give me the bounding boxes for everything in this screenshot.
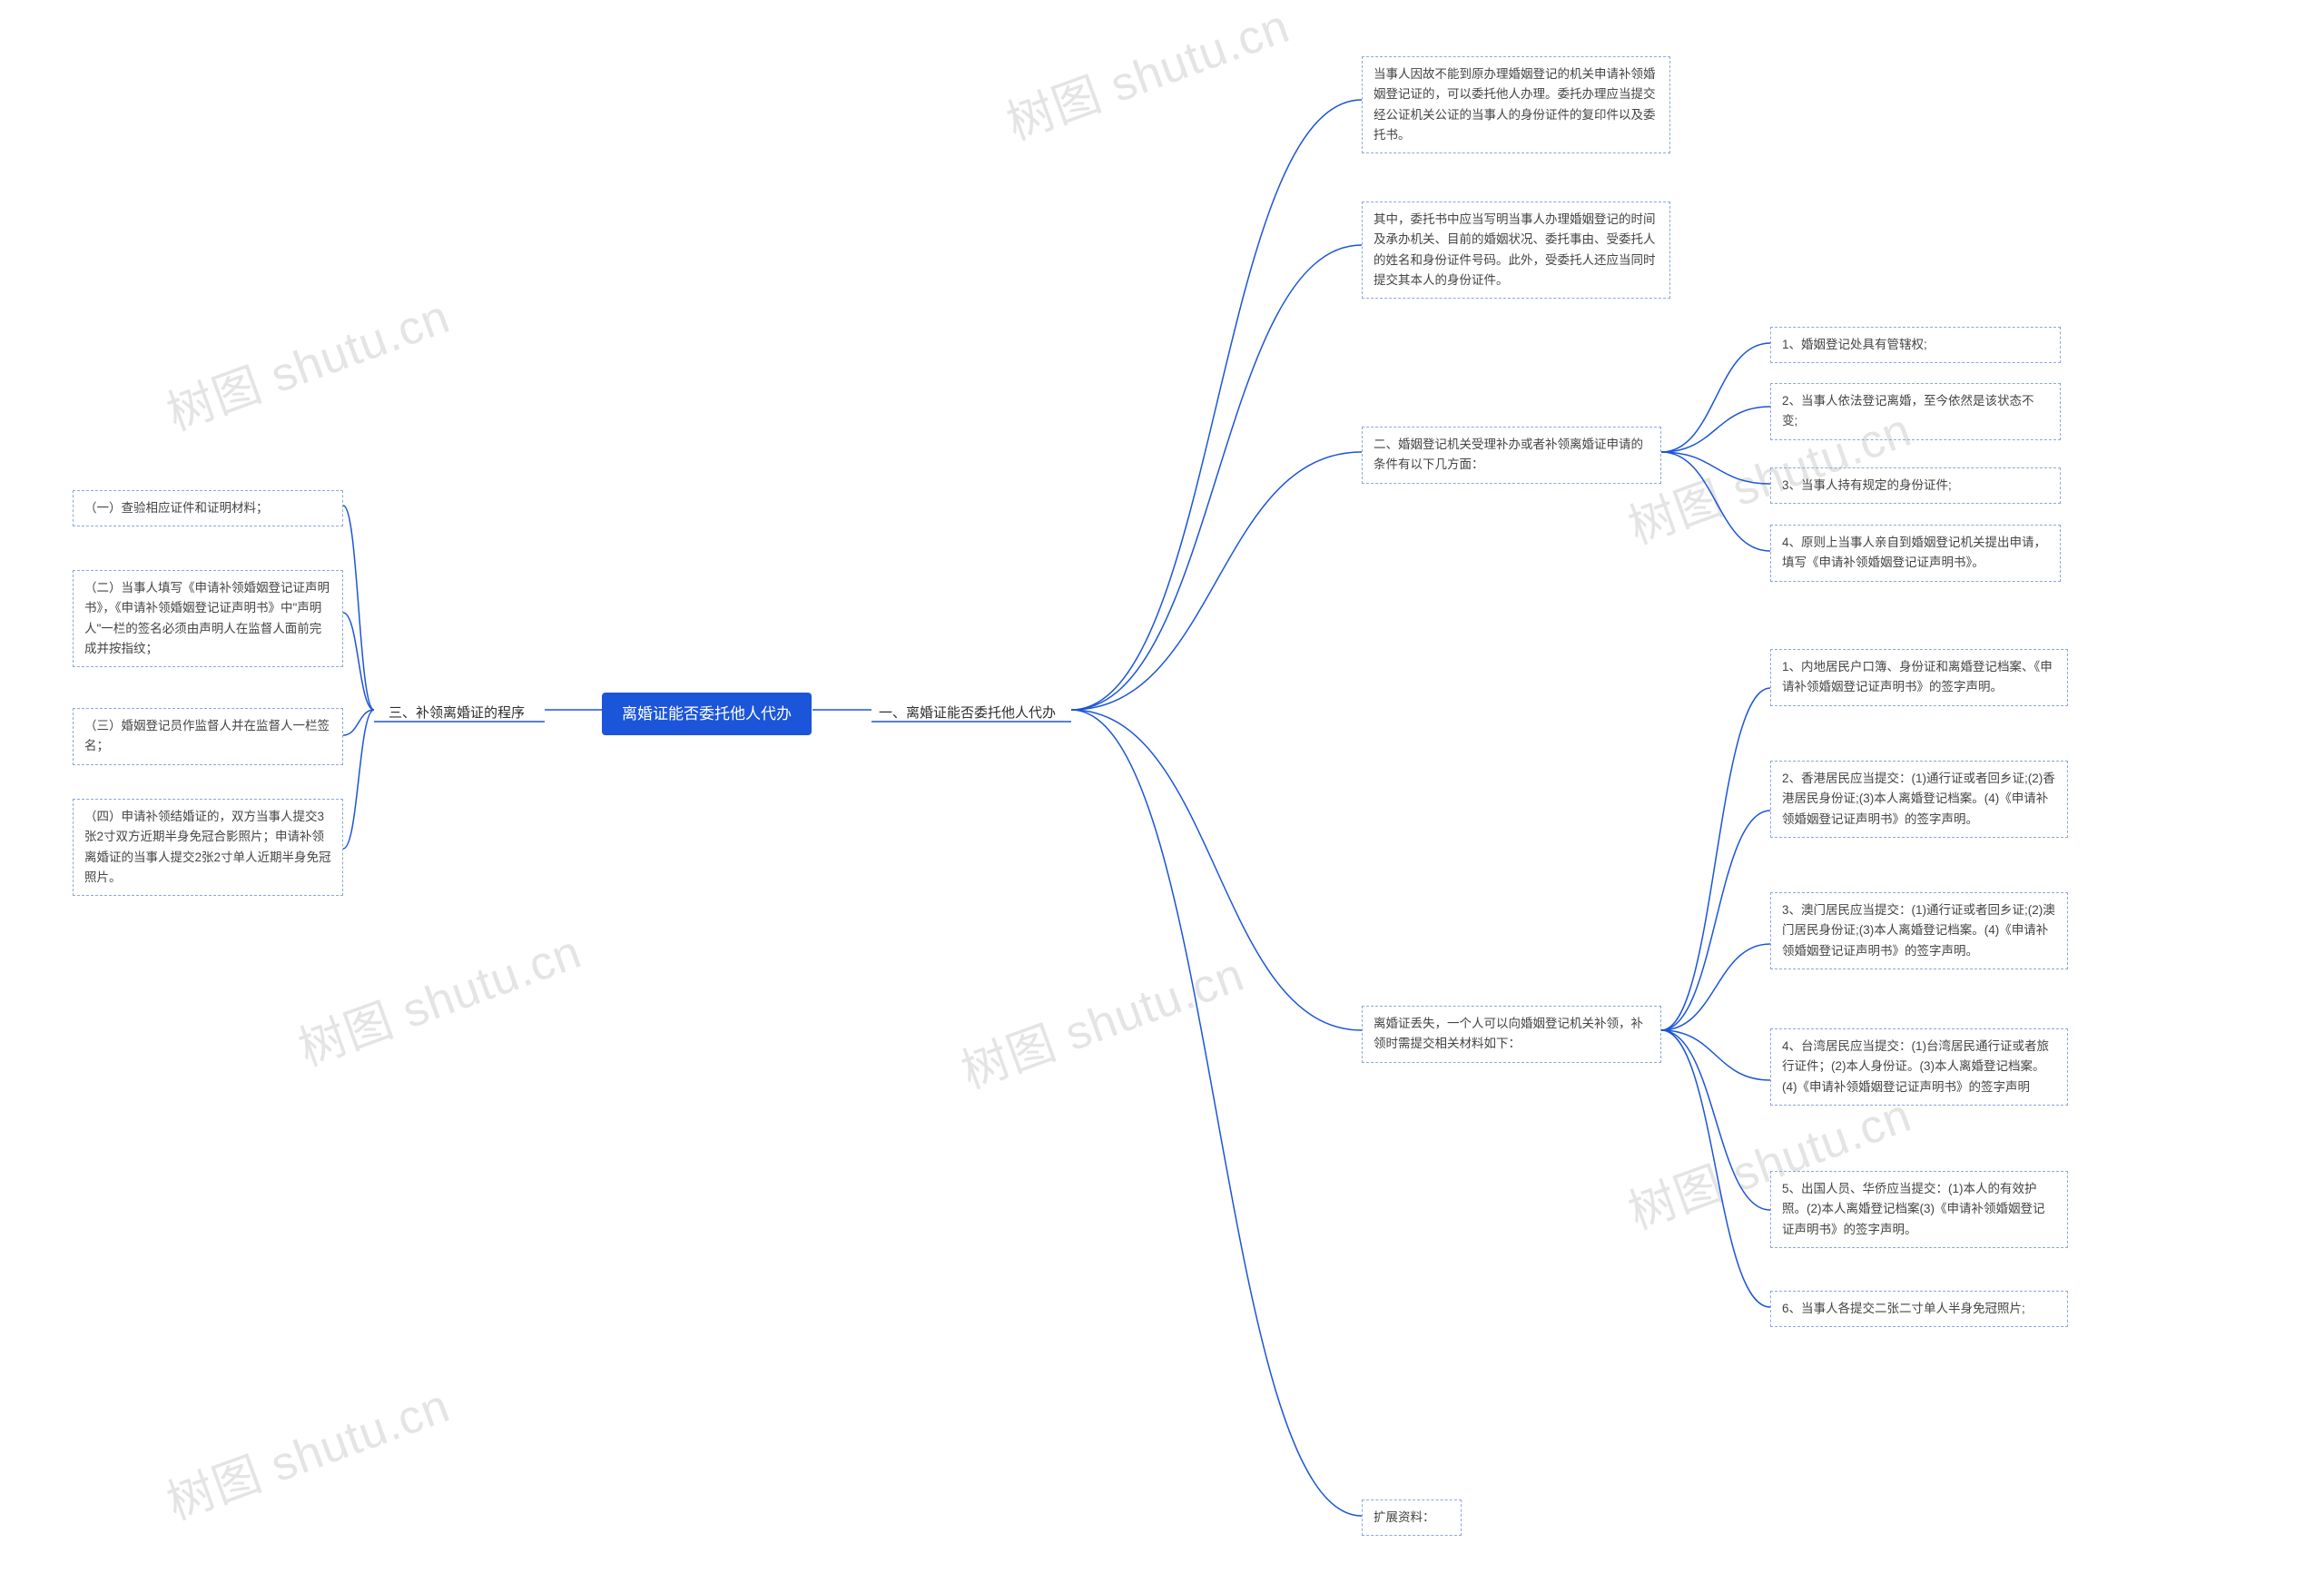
sub1-node[interactable]: 二、婚姻登记机关受理补办或者补领离婚证申请的条件有以下几方面： <box>1362 427 1661 484</box>
sub2-node[interactable]: 离婚证丢失，一个人可以向婚姻登记机关补领，补领时需提交相关材料如下： <box>1362 1006 1661 1063</box>
watermark: 树图 shutu.cn <box>156 279 458 444</box>
sub2-leaf-2[interactable]: 2、香港居民应当提交：(1)通行证或者回乡证;(2)香港居民身份证;(3)本人离… <box>1770 761 2068 838</box>
sub1-leaf-2[interactable]: 2、当事人依法登记离婚，至今依然是该状态不变; <box>1770 383 2061 440</box>
leaf-r1[interactable]: 当事人因故不能到原办理婚姻登记的机关申请补领婚姻登记证的，可以委托他人办理。委托… <box>1362 56 1670 153</box>
branch-left[interactable]: 三、补领离婚证的程序 <box>381 697 532 730</box>
left-leaf-1[interactable]: （一）查验相应证件和证明材料； <box>73 490 343 526</box>
watermark: 树图 shutu.cn <box>288 914 589 1079</box>
sub1-leaf-3[interactable]: 3、当事人持有规定的身份证件; <box>1770 467 2061 504</box>
left-leaf-4[interactable]: （四）申请补领结婚证的，双方当事人提交3张2寸双方近期半身免冠合影照片；申请补领… <box>73 799 343 896</box>
branch-right[interactable]: 一、离婚证能否委托他人代办 <box>872 697 1063 730</box>
expand-node[interactable]: 扩展资料： <box>1362 1499 1462 1536</box>
sub2-leaf-5[interactable]: 5、出国人员、华侨应当提交：(1)本人的有效护照。(2)本人离婚登记档案(3)《… <box>1770 1171 2068 1248</box>
sub2-leaf-1[interactable]: 1、内地居民户口簿、身份证和离婚登记档案、《申请补领婚姻登记证声明书》的签字声明… <box>1770 649 2068 706</box>
watermark: 树图 shutu.cn <box>156 1368 458 1533</box>
sub2-leaf-4[interactable]: 4、台湾居民应当提交：(1)台湾居民通行证或者旅行证件；(2)本人身份证。(3)… <box>1770 1028 2068 1106</box>
sub1-leaf-4[interactable]: 4、原则上当事人亲自到婚姻登记机关提出申请，填写《申请补领婚姻登记证声明书》。 <box>1770 525 2061 582</box>
sub1-leaf-1[interactable]: 1、婚姻登记处具有管辖权; <box>1770 327 2061 363</box>
left-leaf-3[interactable]: （三）婚姻登记员作监督人并在监督人一栏签名； <box>73 708 343 765</box>
watermark: 树图 shutu.cn <box>950 937 1252 1102</box>
root-node[interactable]: 离婚证能否委托他人代办 <box>602 693 812 735</box>
left-leaf-2[interactable]: （二）当事人填写《申请补领婚姻登记证声明书》，《申请补领婚姻登记证声明书》中"声… <box>73 570 343 667</box>
sub2-leaf-6[interactable]: 6、当事人各提交二张二寸单人半身免冠照片; <box>1770 1291 2068 1327</box>
sub2-leaf-3[interactable]: 3、澳门居民应当提交：(1)通行证或者回乡证;(2)澳门居民身份证;(3)本人离… <box>1770 892 2068 969</box>
leaf-r2[interactable]: 其中，委托书中应当写明当事人办理婚姻登记的时间及承办机关、目前的婚姻状况、委托事… <box>1362 202 1670 299</box>
watermark: 树图 shutu.cn <box>996 0 1297 152</box>
